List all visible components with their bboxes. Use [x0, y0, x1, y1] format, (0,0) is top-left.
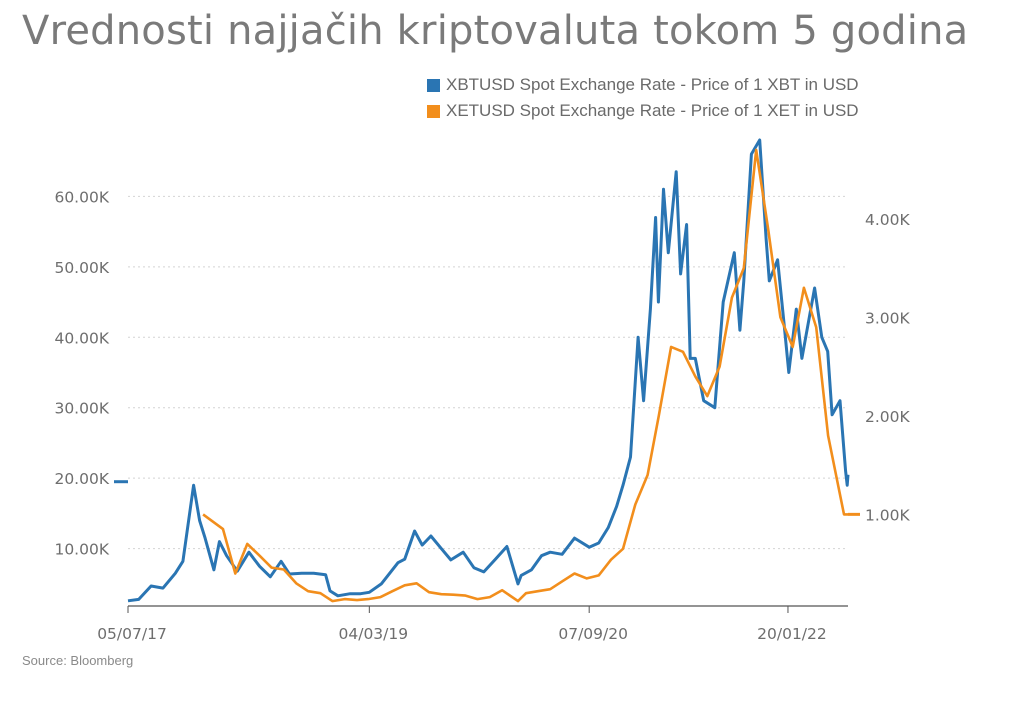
y-left-tick-label: 10.00K [54, 541, 109, 559]
y-right-last-value-label: 1.00K [865, 506, 911, 524]
y-left-tick-label: 50.00K [54, 259, 109, 277]
y-left-tick-label: 40.00K [54, 329, 109, 347]
series-line-xet [202, 148, 848, 603]
series-layer [127, 138, 850, 603]
series-line-xbt [127, 138, 850, 603]
tick-labels: 10.00K 20.00K 30.00K 40.00K 50.00K 60.00K 2.00… [54, 188, 910, 643]
x-tick-label: 07/09/20 [558, 625, 628, 643]
legend: XBTUSD Spot Exchange Rate - Price of 1 X… [427, 72, 859, 124]
y-right-tick-label: 4.00K [865, 211, 911, 229]
y-left-tick-label: 60.00K [54, 188, 109, 206]
y-right-tick-label: 2.00K [865, 408, 911, 426]
y-left-tick-label: 20.00K [54, 470, 109, 488]
axes [114, 480, 860, 613]
y-left-tick-label: 30.00K [54, 400, 109, 418]
legend-item-xbt: XBTUSD Spot Exchange Rate - Price of 1 X… [427, 72, 859, 98]
legend-item-xet: XETUSD Spot Exchange Rate - Price of 1 X… [427, 98, 859, 124]
source-note: Source: Bloomberg [22, 653, 134, 668]
legend-swatch-xet [427, 104, 440, 118]
legend-label-xbt: XBTUSD Spot Exchange Rate - Price of 1 X… [446, 75, 859, 94]
chart-title: Vrednosti najjačih kriptovaluta tokom 5 … [22, 8, 969, 54]
x-tick-label: 05/07/17 [97, 625, 167, 643]
legend-label-xet: XETUSD Spot Exchange Rate - Price of 1 X… [446, 101, 859, 120]
gridlines [128, 195, 848, 550]
y-right-tick-label: 3.00K [865, 309, 911, 327]
legend-swatch-xbt [427, 78, 440, 92]
x-tick-label: 04/03/19 [339, 625, 409, 643]
x-tick-label: 20/01/22 [757, 625, 827, 643]
